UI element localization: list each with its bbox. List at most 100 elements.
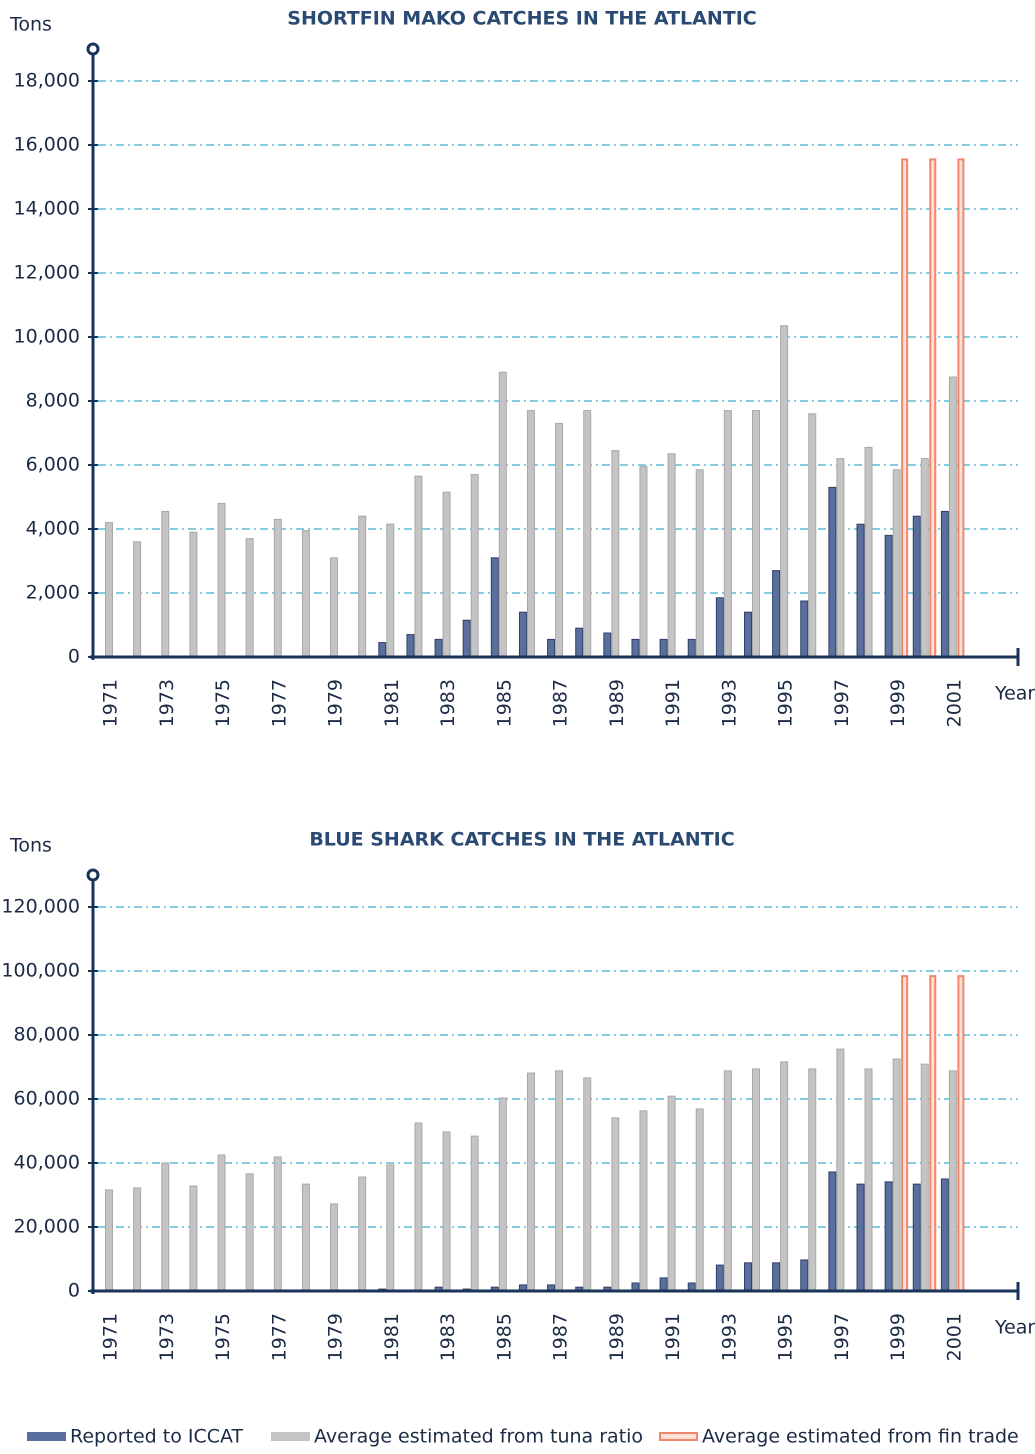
- bar: [864, 1068, 873, 1292]
- bar: [442, 1131, 451, 1292]
- bar: [358, 1176, 367, 1292]
- y-tick-label: 8,000: [26, 390, 80, 412]
- x-tick-label: 1989: [606, 679, 628, 727]
- bar: [723, 410, 732, 658]
- x-tick-label: 1993: [718, 1313, 740, 1361]
- legend-label: Average estimated from tuna ratio: [314, 1426, 643, 1448]
- bar: [631, 638, 640, 658]
- chart-title: BLUE SHARK CATCHES IN THE ATLANTIC: [309, 829, 734, 851]
- y-tick-label: 20,000: [14, 1216, 80, 1238]
- bar: [498, 371, 507, 658]
- bar: [470, 474, 479, 658]
- bar: [273, 518, 282, 658]
- bar: [828, 486, 837, 658]
- bar: [442, 491, 451, 658]
- y-axis-label: Tons: [9, 14, 52, 36]
- x-tick-label: 2001: [943, 679, 965, 727]
- bar: [518, 611, 527, 658]
- bar: [751, 410, 760, 658]
- x-tick-label: 1991: [662, 1313, 684, 1361]
- bar: [133, 1187, 142, 1292]
- bar: [856, 1183, 865, 1292]
- bar: [301, 530, 310, 658]
- x-tick-label: 1971: [100, 1313, 122, 1361]
- bar: [892, 469, 901, 658]
- y-tick-label: 12,000: [14, 262, 80, 284]
- bar: [526, 410, 535, 658]
- bar: [957, 975, 965, 1292]
- x-tick-label: 2001: [943, 1313, 965, 1361]
- bar: [386, 523, 395, 658]
- bar: [659, 638, 668, 658]
- y-tick-label: 60,000: [14, 1088, 80, 1110]
- bar: [856, 523, 865, 658]
- x-tick-label: 1979: [325, 679, 347, 727]
- bar: [912, 515, 921, 658]
- bar: [639, 1110, 648, 1292]
- bar: [723, 1070, 732, 1292]
- bar: [667, 1095, 676, 1292]
- x-tick-label: 1977: [268, 679, 290, 727]
- bar: [948, 1070, 957, 1292]
- bar: [547, 638, 556, 658]
- bar: [808, 1068, 817, 1292]
- x-tick-label: 1981: [381, 1313, 403, 1361]
- bar: [386, 1164, 395, 1292]
- y-tick-label: 2,000: [26, 582, 80, 604]
- legend-swatch: [659, 1432, 698, 1441]
- bar: [611, 450, 620, 658]
- x-tick-label: 1981: [381, 679, 403, 727]
- y-tick-label: 80,000: [14, 1024, 80, 1046]
- bar: [667, 453, 676, 658]
- bar: [780, 1061, 789, 1292]
- y-tick-label: 0: [68, 1280, 80, 1302]
- bar: [901, 158, 909, 658]
- bar: [161, 1162, 170, 1292]
- legend-swatch: [27, 1432, 66, 1441]
- bar: [639, 466, 648, 658]
- x-tick-label: 1999: [887, 679, 909, 727]
- bar: [695, 1108, 704, 1292]
- y-tick-label: 16,000: [14, 134, 80, 156]
- x-tick-label: 1983: [437, 679, 459, 727]
- bar: [330, 1203, 339, 1292]
- bar: [940, 1178, 949, 1292]
- bar: [808, 413, 817, 658]
- bar: [189, 531, 198, 658]
- x-tick-label: 1983: [437, 1313, 459, 1361]
- x-tick-label: 1993: [718, 679, 740, 727]
- bar: [687, 638, 696, 658]
- bar: [414, 475, 423, 658]
- bar: [780, 325, 789, 658]
- bar: [929, 158, 937, 658]
- y-tick-label: 6,000: [26, 454, 80, 476]
- bar: [301, 1183, 310, 1292]
- x-tick-label: 1987: [550, 1313, 572, 1361]
- bar: [358, 515, 367, 658]
- bar: [957, 158, 965, 658]
- bar: [800, 600, 809, 658]
- bar: [751, 1068, 760, 1292]
- bar: [583, 410, 592, 658]
- bar: [884, 1181, 893, 1292]
- x-tick-label: 1979: [325, 1313, 347, 1361]
- bar: [583, 1077, 592, 1292]
- bar: [575, 627, 584, 658]
- x-tick-label: 1977: [268, 1313, 290, 1361]
- bar: [800, 1259, 809, 1292]
- bar: [161, 510, 170, 658]
- bar: [462, 619, 471, 658]
- x-axis-label: Year: [994, 683, 1035, 705]
- bar: [555, 1070, 564, 1292]
- x-tick-label: 1999: [887, 1313, 909, 1361]
- y-axis-end: [86, 868, 100, 882]
- bar: [772, 1262, 781, 1292]
- bar: [884, 534, 893, 658]
- chart-title: SHORTFIN MAKO CATCHES IN THE ATLANTIC: [287, 8, 756, 30]
- x-tick-label: 1995: [775, 1313, 797, 1361]
- y-axis-label: Tons: [9, 835, 52, 857]
- bar: [245, 1173, 254, 1292]
- bar: [406, 634, 415, 658]
- bar: [330, 557, 339, 658]
